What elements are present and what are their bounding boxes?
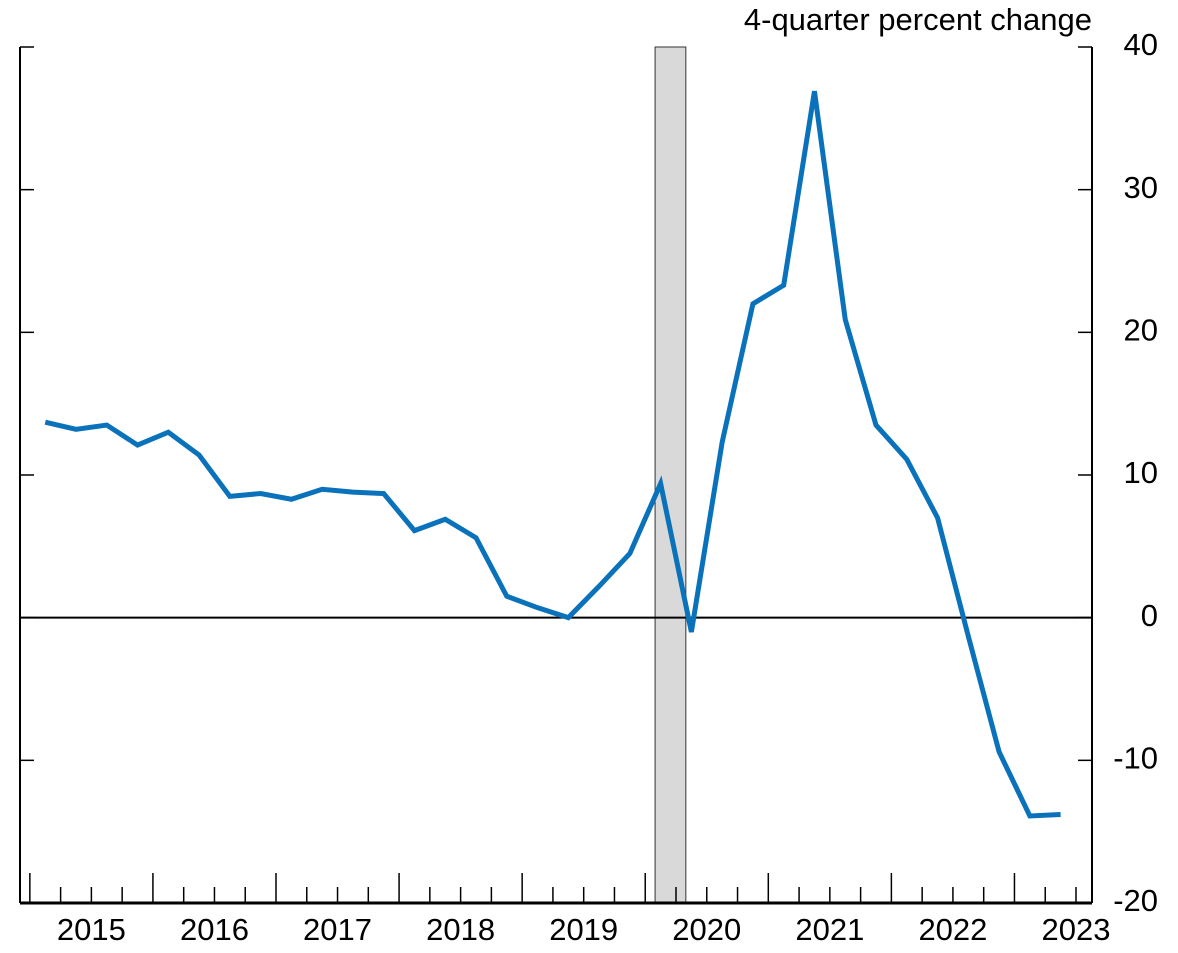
x-tick-label: 2022 — [918, 912, 987, 947]
x-tick-label: 2016 — [180, 912, 249, 947]
x-tick-label: 2023 — [1042, 912, 1111, 947]
x-tick-label: 2018 — [426, 912, 495, 947]
axis-label: 4-quarter percent change — [744, 2, 1092, 37]
x-tick-label: 2019 — [549, 912, 618, 947]
x-tick-label: 2015 — [57, 912, 126, 947]
x-tick-label: 2020 — [672, 912, 741, 947]
y-tick-label: 10 — [1124, 455, 1158, 490]
y-tick-label: -20 — [1113, 883, 1158, 918]
x-tick-label: 2017 — [303, 912, 372, 947]
y-tick-label: 40 — [1124, 27, 1158, 62]
recession-shading — [654, 46, 687, 904]
x-tick-label: 2021 — [795, 912, 864, 947]
y-tick-label: 0 — [1141, 598, 1158, 633]
y-tick-label: 20 — [1124, 313, 1158, 348]
data-line — [44, 90, 1061, 819]
y-tick-label: -10 — [1113, 741, 1158, 776]
y-tick-label: 30 — [1124, 170, 1158, 205]
